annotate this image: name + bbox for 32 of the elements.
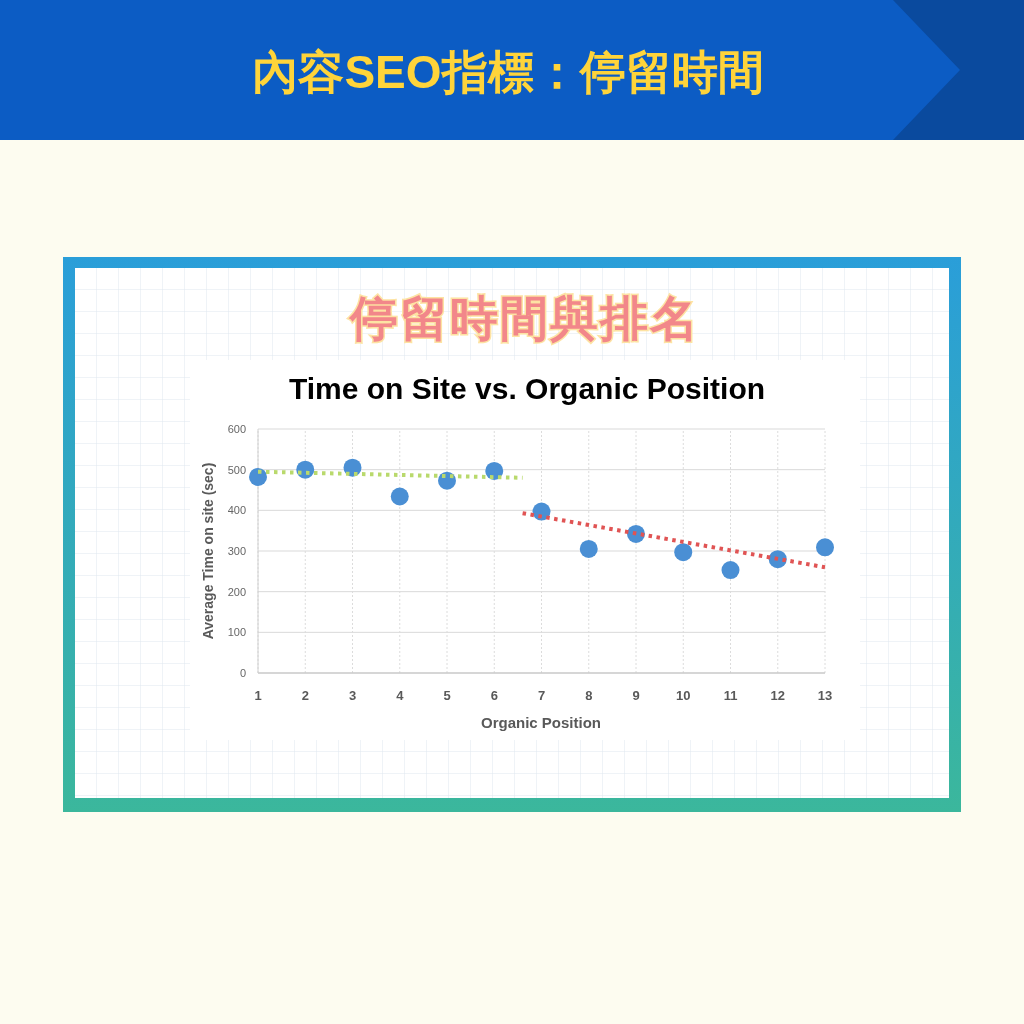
point bbox=[721, 561, 740, 580]
x-tick-label: 12 bbox=[770, 688, 785, 703]
y-tick-label: 600 bbox=[227, 423, 246, 435]
y-tick-label: 0 bbox=[239, 667, 246, 679]
point bbox=[485, 461, 504, 480]
point bbox=[249, 467, 267, 486]
chart-subtitle: 停留時間與排名 bbox=[348, 292, 700, 345]
y-tick-label: 400 bbox=[227, 504, 246, 517]
x-tick-label: 9 bbox=[632, 688, 640, 703]
x-tick-label: 6 bbox=[490, 688, 498, 703]
x-tick-label: 11 bbox=[723, 688, 738, 703]
y-axis-title: Average Time on site (sec) bbox=[200, 462, 216, 640]
chart-title: Time on Site vs. Organic Position bbox=[288, 372, 766, 405]
point bbox=[579, 539, 598, 558]
point bbox=[816, 538, 834, 557]
x-tick-label: 3 bbox=[348, 688, 357, 703]
x-tick-label: 13 bbox=[817, 688, 833, 703]
x-tick-label: 10 bbox=[676, 688, 691, 703]
point bbox=[390, 487, 409, 506]
text: 內容SEO指標：停留時間 bbox=[252, 46, 764, 98]
y-tick-label: 200 bbox=[227, 585, 246, 598]
x-tick-label: 5 bbox=[443, 688, 451, 703]
x-tick-label: 7 bbox=[537, 688, 546, 703]
x-tick-label: 8 bbox=[585, 688, 593, 703]
x-axis-title: Organic Position bbox=[480, 714, 602, 731]
x-tick-label: 4 bbox=[396, 688, 405, 703]
x-tick-label: 2 bbox=[301, 688, 309, 703]
point bbox=[674, 543, 693, 562]
y-tick-label: 500 bbox=[227, 463, 246, 476]
x-tick-label: 1 bbox=[254, 688, 262, 703]
y-tick-label: 300 bbox=[227, 545, 246, 557]
y-tick-label: 100 bbox=[227, 626, 246, 639]
